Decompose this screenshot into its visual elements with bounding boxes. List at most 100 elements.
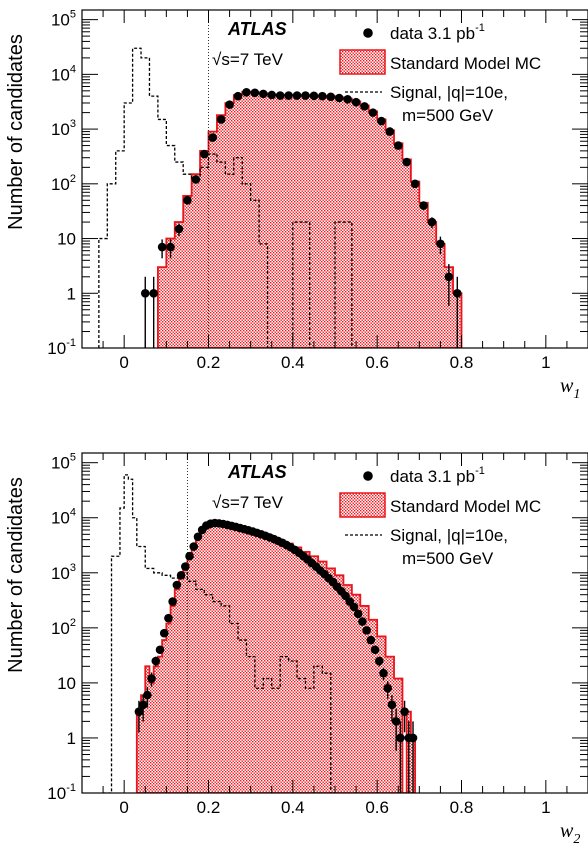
data-point [353, 609, 363, 619]
data-point [318, 91, 327, 101]
y-tick-label: 103 [51, 118, 76, 139]
x-tick-label: 0.8 [450, 353, 474, 372]
data-point [176, 571, 186, 580]
signal-histogram [103, 474, 332, 793]
data-point [436, 239, 445, 249]
data-point [301, 91, 310, 100]
y-tick-label-exponent: 5 [70, 9, 76, 21]
y-tick-label-exponent: 4 [70, 507, 76, 519]
y-tick-label-base: 10 [57, 230, 76, 249]
y-axis-title: Number of candidates [5, 477, 27, 673]
x-tick-label: 0.4 [281, 353, 305, 372]
x-tick-label: 0 [119, 353, 128, 372]
signal-histogram [98, 47, 353, 348]
y-tick-label-exponent: 2 [70, 173, 76, 185]
y-tick-label-exponent: 3 [70, 562, 76, 574]
legend-data-label-text: data 3.1 pb [390, 467, 475, 486]
legend-signal-label: Signal, |q|=10e, [390, 83, 508, 102]
y-tick-label-exponent: -1 [66, 337, 76, 349]
mc-histogram [135, 522, 417, 793]
y-tick-label: 105 [51, 452, 76, 473]
atlas-label: ATLAS [227, 19, 287, 39]
data-point [309, 91, 319, 101]
data-point [159, 628, 169, 638]
data-point [402, 157, 411, 167]
data-point [216, 115, 226, 124]
data-point [360, 102, 369, 111]
x-tick-label: 0.4 [281, 798, 305, 817]
data-point [134, 707, 144, 716]
y-tick-label-base: 1 [67, 729, 76, 748]
y-tick-label-exponent: 4 [70, 63, 76, 75]
data-point [358, 617, 367, 626]
energy-label: √s=7 TeV [212, 493, 284, 512]
data-point [157, 242, 167, 252]
y-tick-label: 10 [57, 674, 76, 693]
x-axis-title-sub: 2 [573, 832, 580, 847]
data-point [151, 656, 161, 666]
x-axis-title-sub: 1 [573, 387, 580, 402]
data-point [267, 90, 277, 100]
x-tick-label: 0.2 [197, 798, 221, 817]
y-tick-label-base: 10 [51, 454, 70, 473]
y-tick-label-base: 10 [57, 674, 76, 693]
data-point [334, 93, 344, 103]
y-tick-label-exponent: 3 [70, 118, 76, 130]
data-point [250, 88, 260, 98]
legend-signal-label-mass: m=500 GeV [402, 106, 494, 125]
data-point [199, 149, 209, 159]
legend-data-label: data 3.1 pb-1 [390, 465, 485, 486]
data-point [362, 626, 371, 635]
x-tick-label: 0.6 [365, 798, 389, 817]
panel-w1: 0 0.2 0.4 0.6 0.8 110-1110102103104105Number … [5, 9, 588, 402]
y-tick-label-base: 1 [67, 284, 76, 303]
data-point [351, 97, 361, 107]
y-tick-label: 10-1 [47, 337, 76, 358]
data-point [275, 91, 285, 100]
data-point [140, 288, 150, 298]
legend-data-marker [363, 471, 373, 481]
x-tick-label: 1 [541, 798, 550, 817]
x-tick-label: 0.2 [197, 353, 221, 372]
legend-mc-swatch [339, 492, 386, 518]
legend-signal-label-mass: m=500 GeV [402, 549, 494, 568]
data-point [452, 288, 462, 298]
data-point [149, 288, 158, 298]
data-point [168, 597, 177, 606]
data-point [379, 668, 388, 678]
y-tick-label: 10 [57, 230, 76, 249]
data-point [368, 108, 378, 117]
data-point [391, 717, 401, 726]
data-point [185, 551, 194, 561]
y-tick-label: 105 [51, 9, 76, 30]
data-point [349, 602, 359, 612]
data-point [374, 656, 384, 666]
x-axis-title-main: w [560, 375, 574, 397]
data-point [326, 92, 336, 102]
data-point [155, 645, 165, 655]
x-tick-label: 1 [541, 353, 550, 372]
data-point [183, 195, 192, 205]
data-point [343, 95, 352, 104]
plot-area [103, 453, 418, 793]
legend-signal-label: Signal, |q|=10e, [390, 526, 508, 545]
y-tick-label-base: 10 [51, 175, 70, 194]
x-tick-label: 0.8 [450, 798, 474, 817]
data-point [164, 613, 173, 623]
legend-data-label-sup: -1 [475, 22, 485, 34]
atlas-label: ATLAS [227, 462, 287, 482]
plot-area [98, 10, 463, 348]
energy-label: √s=7 TeV [212, 50, 284, 69]
y-tick-label-exponent: -1 [66, 782, 76, 794]
y-tick-label: 104 [51, 63, 76, 84]
legend-data-label: data 3.1 pb-1 [390, 22, 485, 43]
data-point [242, 88, 251, 97]
data-point [181, 562, 190, 571]
legend-data-label-text: data 3.1 pb [390, 24, 475, 43]
y-tick-label-exponent: 2 [70, 617, 76, 629]
data-point [172, 580, 182, 590]
y-tick-label: 1 [67, 284, 76, 303]
x-axis-title: w2 [560, 820, 580, 847]
y-tick-label-base: 10 [47, 784, 66, 803]
data-point [233, 91, 243, 101]
